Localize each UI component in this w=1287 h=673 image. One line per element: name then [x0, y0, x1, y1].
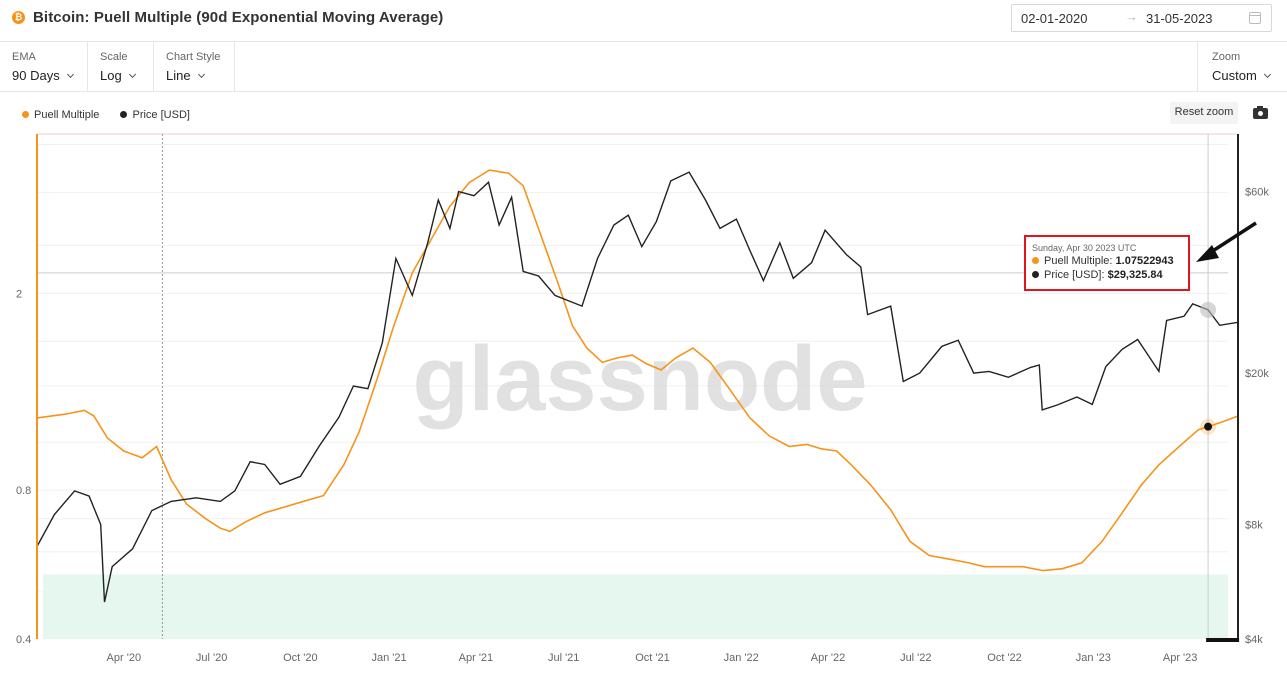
low-value-band: [43, 574, 1228, 639]
x-axis-ticks: Apr '20 Jul '20 Oct '20 Jan '21 Apr '21 Jul '…: [107, 652, 1198, 664]
zoom-label: Zoom: [1212, 51, 1241, 63]
tooltip-row-puell: Puell Multiple: 1.07522943: [1032, 255, 1188, 267]
x-tick-label: Apr '23: [1163, 652, 1198, 664]
tooltip-dot-puell: [1032, 257, 1039, 264]
zoom-select[interactable]: Zoom Custom: [1197, 42, 1287, 92]
navigator-handle[interactable]: [1206, 638, 1240, 642]
reset-zoom-button[interactable]: Reset zoom: [1170, 102, 1238, 124]
scale-value[interactable]: Log: [100, 68, 136, 83]
date-start-input[interactable]: 02-01-2020: [1021, 11, 1088, 26]
y-axis-right: $4k $8k $20k $60k: [1245, 187, 1269, 646]
y-left-tick-label: 2: [16, 288, 22, 300]
chart-style-select[interactable]: Chart Style Line: [154, 42, 235, 92]
page-title: Bitcoin: Puell Multiple (90d Exponential…: [33, 9, 444, 26]
header-bar: ₿ Bitcoin: Puell Multiple (90d Exponenti…: [0, 0, 1287, 42]
data-tooltip: Sunday, Apr 30 2023 UTC Puell Multiple: …: [1024, 235, 1190, 291]
chevron-down-icon: [66, 70, 74, 79]
annotation-arrow: [1196, 221, 1257, 262]
x-tick-label: Oct '22: [987, 652, 1022, 664]
x-tick-label: Jul '20: [196, 652, 227, 664]
zoom-value[interactable]: Custom: [1212, 68, 1271, 83]
legend-item-price[interactable]: Price [USD]: [120, 109, 190, 121]
chart-style-value[interactable]: Line: [166, 68, 205, 83]
y-axis-left: 0.4 0.8 2: [16, 288, 31, 646]
calendar-icon[interactable]: [1249, 12, 1261, 24]
legend-dot-price: [120, 111, 128, 118]
x-tick-label: Apr '22: [811, 652, 846, 664]
x-tick-label: Jan '22: [724, 652, 759, 664]
chart-controls: EMA 90 Days Scale Log Chart Style Line Z…: [0, 42, 1287, 92]
tooltip-date: Sunday, Apr 30 2023 UTC: [1032, 243, 1137, 253]
y-right-tick-label: $4k: [1245, 634, 1263, 646]
legend-item-puell[interactable]: Puell Multiple: [22, 109, 99, 121]
ema-select[interactable]: EMA 90 Days: [0, 42, 88, 92]
scale-label: Scale: [100, 51, 128, 63]
x-tick-label: Jul '22: [900, 652, 931, 664]
chart-style-label: Chart Style: [166, 51, 221, 63]
x-tick-label: Apr '21: [459, 652, 494, 664]
x-tick-label: Jan '23: [1076, 652, 1111, 664]
tooltip-row-price: Price [USD]: $29,325.84: [1032, 269, 1188, 281]
hover-marker-puell: [1204, 422, 1213, 431]
series-line-puell: [36, 169, 1239, 572]
x-tick-label: Jul '21: [548, 652, 579, 664]
scale-select[interactable]: Scale Log: [88, 42, 154, 92]
camera-icon[interactable]: [1253, 106, 1268, 119]
ema-value[interactable]: 90 Days: [12, 68, 74, 83]
chart-legend: Puell Multiple Price [USD]: [22, 109, 208, 121]
series-line-price: [36, 171, 1239, 603]
y-left-tick-label: 0.8: [16, 485, 31, 497]
chevron-down-icon: [128, 70, 136, 79]
y-right-tick-label: $60k: [1245, 187, 1269, 199]
y-right-tick-label: $20k: [1245, 368, 1269, 380]
tooltip-dot-price: [1032, 271, 1039, 278]
date-range-picker[interactable]: 02-01-2020 → 31-05-2023: [1011, 4, 1272, 32]
bitcoin-icon: ₿: [12, 11, 25, 24]
watermark: glassnode: [412, 328, 867, 430]
y-left-tick-label: 0.4: [16, 634, 31, 646]
chevron-down-icon: [197, 70, 205, 79]
hover-marker-price: [1200, 301, 1217, 318]
ema-label: EMA: [12, 51, 36, 63]
x-tick-label: Oct '21: [635, 652, 670, 664]
chevron-down-icon: [1263, 70, 1271, 79]
legend-dot-puell: [22, 111, 29, 118]
x-tick-label: Oct '20: [283, 652, 318, 664]
arrow-right-icon: →: [1125, 9, 1138, 24]
date-end-input[interactable]: 31-05-2023: [1146, 11, 1213, 26]
x-tick-label: Jan '21: [372, 652, 407, 664]
y-right-tick-label: $8k: [1245, 519, 1263, 531]
x-tick-label: Apr '20: [107, 652, 142, 664]
chart-svg: glassnode Apr '20 Jul '20 Oct '20 Jan '21 Ap…: [16, 133, 1269, 664]
